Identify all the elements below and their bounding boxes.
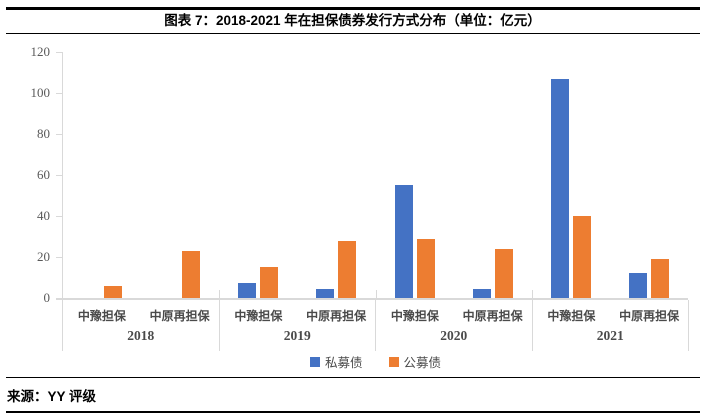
y-tick-label: 80 (37, 126, 50, 141)
footer-bottom-rule (6, 411, 700, 413)
legend-label: 公募债 (403, 356, 442, 370)
x-group-2018: 中豫担保 中原再担保 2018 (63, 300, 220, 351)
year-group-2018 (63, 52, 219, 298)
bar-私募债 (316, 288, 335, 298)
bar-pair (454, 52, 532, 298)
legend-swatch (309, 356, 320, 367)
x-group-2021: 中豫担保 中原再担保 2021 (533, 300, 689, 351)
bar-公募债 (650, 259, 669, 298)
guarantor-label: 中豫担保 (390, 308, 439, 323)
guarantor-label: 中原再担保 (149, 308, 210, 323)
year-label: 2019 (283, 328, 311, 343)
year-label: 2021 (596, 328, 624, 343)
guarantor-label: 中原再担保 (462, 308, 523, 323)
y-tick-label: 120 (30, 44, 51, 59)
guarantor-labels: 中豫担保 中原再担保 (533, 302, 689, 328)
y-tick (56, 298, 62, 299)
chart-legend: 私募债 公募债 (62, 352, 689, 371)
guarantor-label: 中原再担保 (619, 308, 680, 323)
year-group-2020 (376, 52, 532, 298)
header-bottom-rule (6, 33, 700, 34)
bar-pair (219, 52, 297, 298)
y-tick-label: 40 (37, 208, 50, 223)
guarantor-label: 中豫担保 (547, 308, 596, 323)
guarantor-label: 中豫担保 (77, 308, 126, 323)
y-tick (56, 93, 62, 94)
bar-私募债 (628, 273, 647, 298)
x-group-2020: 中豫担保 中原再担保 2020 (376, 300, 533, 351)
source-text: 来源：YY 评级 (7, 389, 97, 404)
y-tick (56, 175, 62, 176)
bar-公募债 (416, 238, 435, 298)
y-tick (56, 257, 62, 258)
bar-pair (297, 52, 375, 298)
y-tick-label: 20 (37, 249, 50, 264)
x-axis-labels: 中豫担保 中原再担保 2018 中豫担保 中原再担保 2019 中豫担保 中原再担保 2020 中… (62, 300, 689, 351)
year-group-2021 (532, 52, 688, 298)
bar-私募债 (394, 185, 413, 298)
bar-公募债 (338, 240, 357, 298)
bar-公募债 (494, 248, 513, 298)
guarantor-label: 中豫担保 (234, 308, 283, 323)
bar-pair (141, 52, 219, 298)
guarantor-label: 中原再担保 (306, 308, 367, 323)
bar-pair (376, 52, 454, 298)
category-tick (375, 290, 377, 298)
y-tick (56, 216, 62, 217)
y-tick-label: 100 (30, 85, 51, 100)
y-tick-label: 60 (37, 167, 50, 182)
bar-公募债 (572, 216, 591, 298)
y-axis-line (62, 52, 63, 298)
y-tick (56, 134, 62, 135)
bar-pair (610, 52, 688, 298)
figure-title: 图表 7：2018-2021 年在担保债券发行方式分布（单位：亿元） (164, 13, 541, 28)
legend-item-公募债: 公募债 (388, 352, 442, 371)
legend-label: 私募债 (324, 356, 363, 370)
guarantor-labels: 中豫担保 中原再担保 (376, 302, 532, 328)
bar-公募债 (182, 250, 201, 298)
year-group-2019 (219, 52, 375, 298)
bar-私募债 (238, 282, 257, 298)
year-label: 2018 (127, 328, 155, 343)
bar-公募债 (104, 285, 123, 298)
bar-pair (63, 52, 141, 298)
guarantor-labels: 中豫担保 中原再担保 (63, 302, 219, 328)
footer-top-rule (6, 377, 700, 378)
bar-pair (532, 52, 610, 298)
guarantor-labels: 中豫担保 中原再担保 (220, 302, 376, 328)
legend-item-私募债: 私募债 (309, 352, 363, 371)
legend-swatch (388, 356, 399, 367)
plot-area (63, 52, 688, 298)
y-tick-label: 0 (43, 290, 51, 305)
x-axis-line (56, 298, 688, 300)
category-tick (218, 290, 220, 298)
year-label: 2020 (440, 328, 468, 343)
y-tick (56, 52, 62, 53)
category-tick (532, 290, 534, 298)
bar-私募债 (550, 78, 569, 298)
bar-私募债 (472, 288, 491, 298)
header-top-rule (6, 7, 700, 10)
bar-公募债 (260, 267, 279, 298)
x-group-2019: 中豫担保 中原再担保 2019 (220, 300, 376, 351)
